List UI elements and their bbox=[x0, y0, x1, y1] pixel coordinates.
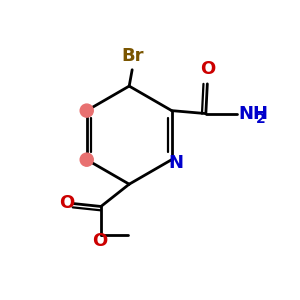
Circle shape bbox=[80, 153, 93, 166]
Text: O: O bbox=[59, 194, 74, 212]
Text: O: O bbox=[200, 60, 215, 78]
Text: Br: Br bbox=[121, 47, 143, 65]
Text: O: O bbox=[92, 232, 107, 250]
Circle shape bbox=[80, 104, 93, 117]
Text: NH: NH bbox=[238, 105, 268, 123]
Text: 2: 2 bbox=[256, 112, 266, 126]
Text: N: N bbox=[169, 154, 184, 172]
